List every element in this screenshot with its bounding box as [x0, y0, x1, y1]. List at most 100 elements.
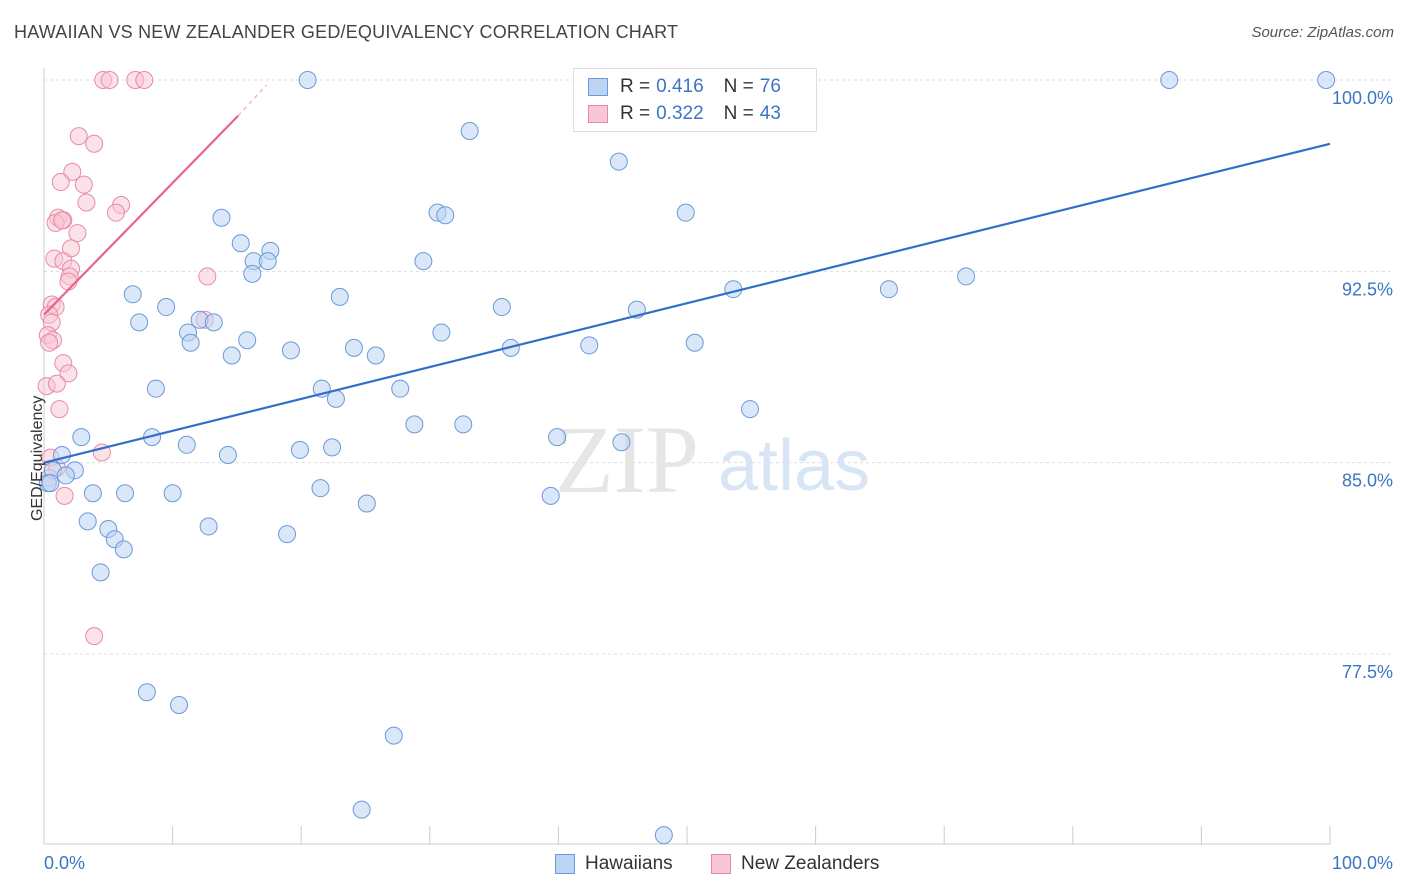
new-zealander-point	[107, 203, 126, 222]
grid-lines	[44, 79, 1392, 655]
hawaiian-point	[83, 484, 102, 503]
hawaiian-point	[344, 338, 363, 357]
hawaiian-point	[357, 494, 376, 513]
new-zealanders-points	[37, 71, 217, 646]
hawaiian-point	[243, 264, 262, 283]
hawaiian-point	[384, 726, 403, 745]
legend-label-hawaiians: Hawaiians	[585, 853, 673, 874]
hawaiian-point	[114, 540, 133, 559]
legend-r-label: R =	[620, 103, 651, 124]
hawaiian-point	[460, 122, 479, 141]
hawaiian-point	[541, 486, 560, 505]
hawaiian-point	[258, 252, 277, 271]
hawaiian-point	[116, 484, 135, 503]
hawaiian-point	[1160, 71, 1179, 89]
hawaiian-point	[163, 484, 182, 503]
hawaiian-point	[580, 336, 599, 355]
hawaiian-point	[405, 415, 424, 434]
hawaiian-point	[323, 438, 342, 457]
y-tick-label: 77.5%	[1342, 662, 1393, 682]
hawaiian-point	[231, 234, 250, 253]
hawaiian-point	[414, 252, 433, 271]
hawaiian-point	[492, 298, 511, 317]
hawaiian-point	[391, 379, 410, 398]
hawaiian-point	[170, 696, 189, 715]
hawaiian-point	[352, 800, 371, 819]
new-zealander-point	[74, 175, 93, 194]
hawaiian-point	[199, 517, 218, 536]
hawaiian-point	[157, 298, 176, 317]
hawaiian-point	[741, 400, 760, 419]
legend-r-value: 0.416	[656, 76, 704, 97]
watermark-zip: ZIP	[555, 406, 699, 513]
new-zealanders-trend-extension	[237, 84, 268, 117]
hawaiian-point	[177, 435, 196, 454]
hawaiians-trend-line	[43, 142, 1331, 464]
hawaiian-point	[278, 525, 297, 544]
hawaiian-point	[654, 826, 673, 845]
legend-swatch-pink	[588, 105, 608, 123]
new-zealander-point	[85, 627, 104, 646]
chart-title: HAWAIIAN VS NEW ZEALANDER GED/EQUIVALENC…	[14, 22, 679, 42]
legend-row-hawaiians: R = 0.416 N = 76	[588, 75, 781, 99]
hawaiian-point	[326, 389, 345, 408]
hawaiian-point	[53, 446, 72, 465]
y-tick-label: 100.0%	[1332, 88, 1393, 108]
hawaiian-point	[609, 152, 628, 171]
new-zealander-point	[69, 127, 88, 146]
hawaiian-point	[204, 313, 223, 332]
new-zealander-point	[63, 162, 82, 181]
new-zealander-point	[47, 374, 66, 393]
hawaiian-point	[238, 331, 257, 350]
new-zealander-point	[55, 486, 74, 505]
new-zealanders-trend-line	[43, 114, 239, 316]
legend-item-hawaiians[interactable]: Hawaiians	[555, 852, 673, 876]
hawaiian-point	[436, 206, 455, 225]
legend-n-value: 43	[759, 103, 781, 124]
new-zealander-point	[198, 267, 217, 286]
new-zealander-point	[59, 364, 78, 383]
hawaiian-point	[212, 208, 231, 227]
y-tick-labels: 77.5% 85.0% 92.5% 100.0%	[1332, 88, 1393, 682]
hawaiian-point	[72, 428, 91, 447]
hawaiian-point	[366, 346, 385, 365]
legend-n-label: N =	[723, 76, 754, 97]
watermark-atlas: atlas	[718, 426, 870, 506]
legend-swatch-new-zealanders	[711, 854, 731, 874]
hawaiian-point	[41, 474, 60, 493]
legend-r-value: 0.322	[656, 103, 704, 124]
legend-swatch-blue	[588, 78, 608, 96]
hawaiian-point	[1317, 71, 1336, 89]
new-zealander-point	[53, 211, 72, 230]
new-zealander-point	[85, 134, 104, 153]
hawaiian-point	[548, 428, 567, 447]
legend-item-new-zealanders[interactable]: New Zealanders	[711, 852, 879, 876]
hawaiian-point	[123, 285, 142, 304]
legend-n-label: N =	[723, 103, 754, 124]
hawaiian-point	[222, 346, 241, 365]
legend-r-label: R =	[620, 76, 651, 97]
new-zealander-point	[51, 173, 70, 192]
new-zealander-point	[68, 224, 87, 243]
hawaiian-point	[78, 512, 97, 531]
hawaiian-point	[281, 341, 300, 360]
hawaiian-point	[181, 333, 200, 352]
new-zealander-point	[100, 71, 119, 89]
hawaiians-points	[38, 71, 1336, 845]
hawaiian-point	[685, 333, 704, 352]
hawaiian-point	[454, 415, 473, 434]
x-tick-label-min: 0.0%	[44, 853, 85, 873]
hawaiian-point	[130, 313, 149, 332]
y-axis-label: GED/Equivalency	[29, 395, 46, 521]
hawaiian-point	[137, 683, 156, 702]
hawaiian-point	[676, 203, 695, 222]
new-zealander-point	[77, 193, 96, 212]
legend-swatch-hawaiians	[555, 854, 575, 874]
hawaiian-point	[879, 280, 898, 299]
hawaiian-point	[330, 287, 349, 306]
new-zealander-point	[50, 400, 69, 419]
x-tick-label-max: 100.0%	[1332, 853, 1393, 873]
correlation-legend: R = 0.416 N = 76 R = 0.322 N = 43	[573, 68, 817, 132]
y-tick-label: 85.0%	[1342, 471, 1393, 491]
